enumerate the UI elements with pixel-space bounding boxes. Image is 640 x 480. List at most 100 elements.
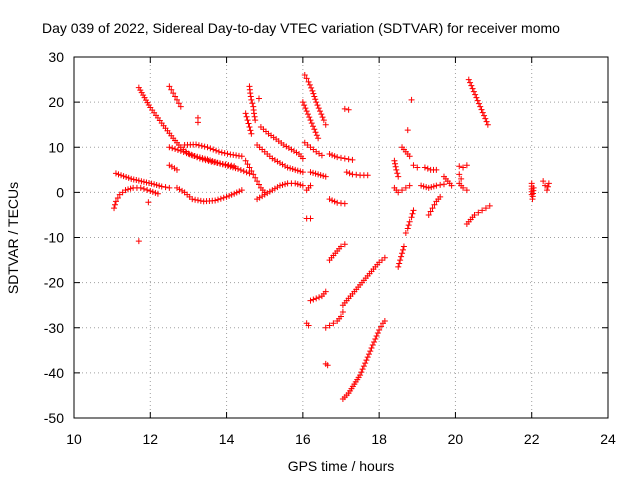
series-s20 <box>299 99 322 142</box>
data-point <box>463 162 470 169</box>
data-point <box>238 187 245 194</box>
series-s29 <box>326 241 348 264</box>
data-point <box>372 336 379 343</box>
data-point <box>145 199 152 206</box>
data-point <box>329 197 336 204</box>
data-point <box>399 250 406 257</box>
y-tick-label: -40 <box>44 365 64 381</box>
data-point <box>217 195 224 202</box>
data-point <box>341 241 348 248</box>
data-point <box>430 183 437 190</box>
data-point <box>299 169 306 176</box>
data-point <box>156 182 163 189</box>
data-point <box>400 243 407 250</box>
data-point <box>306 114 313 121</box>
series-s39 <box>404 127 411 134</box>
y-tick-label: 0 <box>56 184 64 200</box>
data-point <box>242 157 249 164</box>
data-point <box>151 181 158 188</box>
data-point <box>312 129 319 136</box>
data-point <box>207 157 214 164</box>
data-point <box>212 197 219 204</box>
series-s48 <box>456 162 470 171</box>
data-point <box>320 172 327 179</box>
series-s46 <box>425 193 444 218</box>
data-point <box>301 72 308 79</box>
data-point <box>326 322 333 329</box>
data-point <box>294 167 301 174</box>
data-point <box>358 369 365 376</box>
series-s25 <box>326 151 356 163</box>
x-tick-label: 16 <box>295 431 311 447</box>
data-point <box>140 178 147 185</box>
data-point <box>248 96 255 103</box>
data-point <box>173 96 180 103</box>
data-point <box>307 169 314 176</box>
data-point <box>240 168 247 175</box>
data-point <box>364 354 371 361</box>
x-tick-label: 24 <box>600 431 616 447</box>
data-point <box>289 166 296 173</box>
data-point <box>303 75 310 82</box>
series-s03 <box>135 84 238 170</box>
data-point <box>317 108 324 115</box>
data-point <box>248 167 255 174</box>
data-point <box>233 189 240 196</box>
data-point <box>406 182 413 189</box>
data-point <box>166 184 173 191</box>
data-point <box>481 112 488 119</box>
data-point <box>315 171 322 178</box>
data-point <box>362 360 369 367</box>
y-axis-title: SDTVAR / TECUs <box>5 182 21 294</box>
data-point <box>221 150 228 157</box>
data-point <box>299 99 306 106</box>
data-point <box>152 189 159 196</box>
data-point <box>224 162 231 169</box>
series-s38 <box>399 144 413 160</box>
data-point <box>371 339 378 346</box>
data-point <box>431 201 438 208</box>
data-point <box>309 87 316 94</box>
data-point <box>484 121 491 128</box>
series-s21 <box>301 139 325 159</box>
x-tick-label: 18 <box>371 431 387 447</box>
data-point <box>369 342 376 349</box>
data-point <box>287 165 294 172</box>
data-point <box>304 111 311 118</box>
series-s52 <box>463 202 493 227</box>
data-point <box>120 173 127 180</box>
data-point <box>137 184 144 191</box>
data-point <box>312 96 319 103</box>
series-s45 <box>418 181 447 191</box>
x-tick-label: 22 <box>524 431 540 447</box>
series-s30 <box>307 288 329 304</box>
data-point <box>409 210 416 217</box>
chart-title: Day 039 of 2022, Sidereal Day-to-day VTE… <box>42 20 560 36</box>
series-s47 <box>440 173 455 189</box>
data-point <box>349 156 356 163</box>
data-point <box>343 169 350 176</box>
data-point <box>308 120 315 127</box>
data-point <box>311 126 318 133</box>
data-point <box>193 141 200 148</box>
data-point <box>198 142 205 149</box>
data-point <box>279 181 286 188</box>
series-s07 <box>166 162 180 173</box>
data-point <box>307 215 314 222</box>
data-point <box>423 184 430 191</box>
data-point <box>306 81 313 88</box>
data-point <box>341 200 348 207</box>
data-point <box>238 153 245 160</box>
data-point <box>418 182 425 189</box>
data-point <box>316 294 323 301</box>
data-point <box>456 163 463 170</box>
data-point <box>128 175 135 182</box>
data-point <box>223 193 230 200</box>
data-point <box>367 348 374 355</box>
y-tick-label: -30 <box>44 320 64 336</box>
data-point <box>540 178 547 185</box>
data-point <box>440 181 447 188</box>
data-point <box>175 100 182 107</box>
data-point <box>247 93 254 100</box>
data-point <box>405 222 412 229</box>
